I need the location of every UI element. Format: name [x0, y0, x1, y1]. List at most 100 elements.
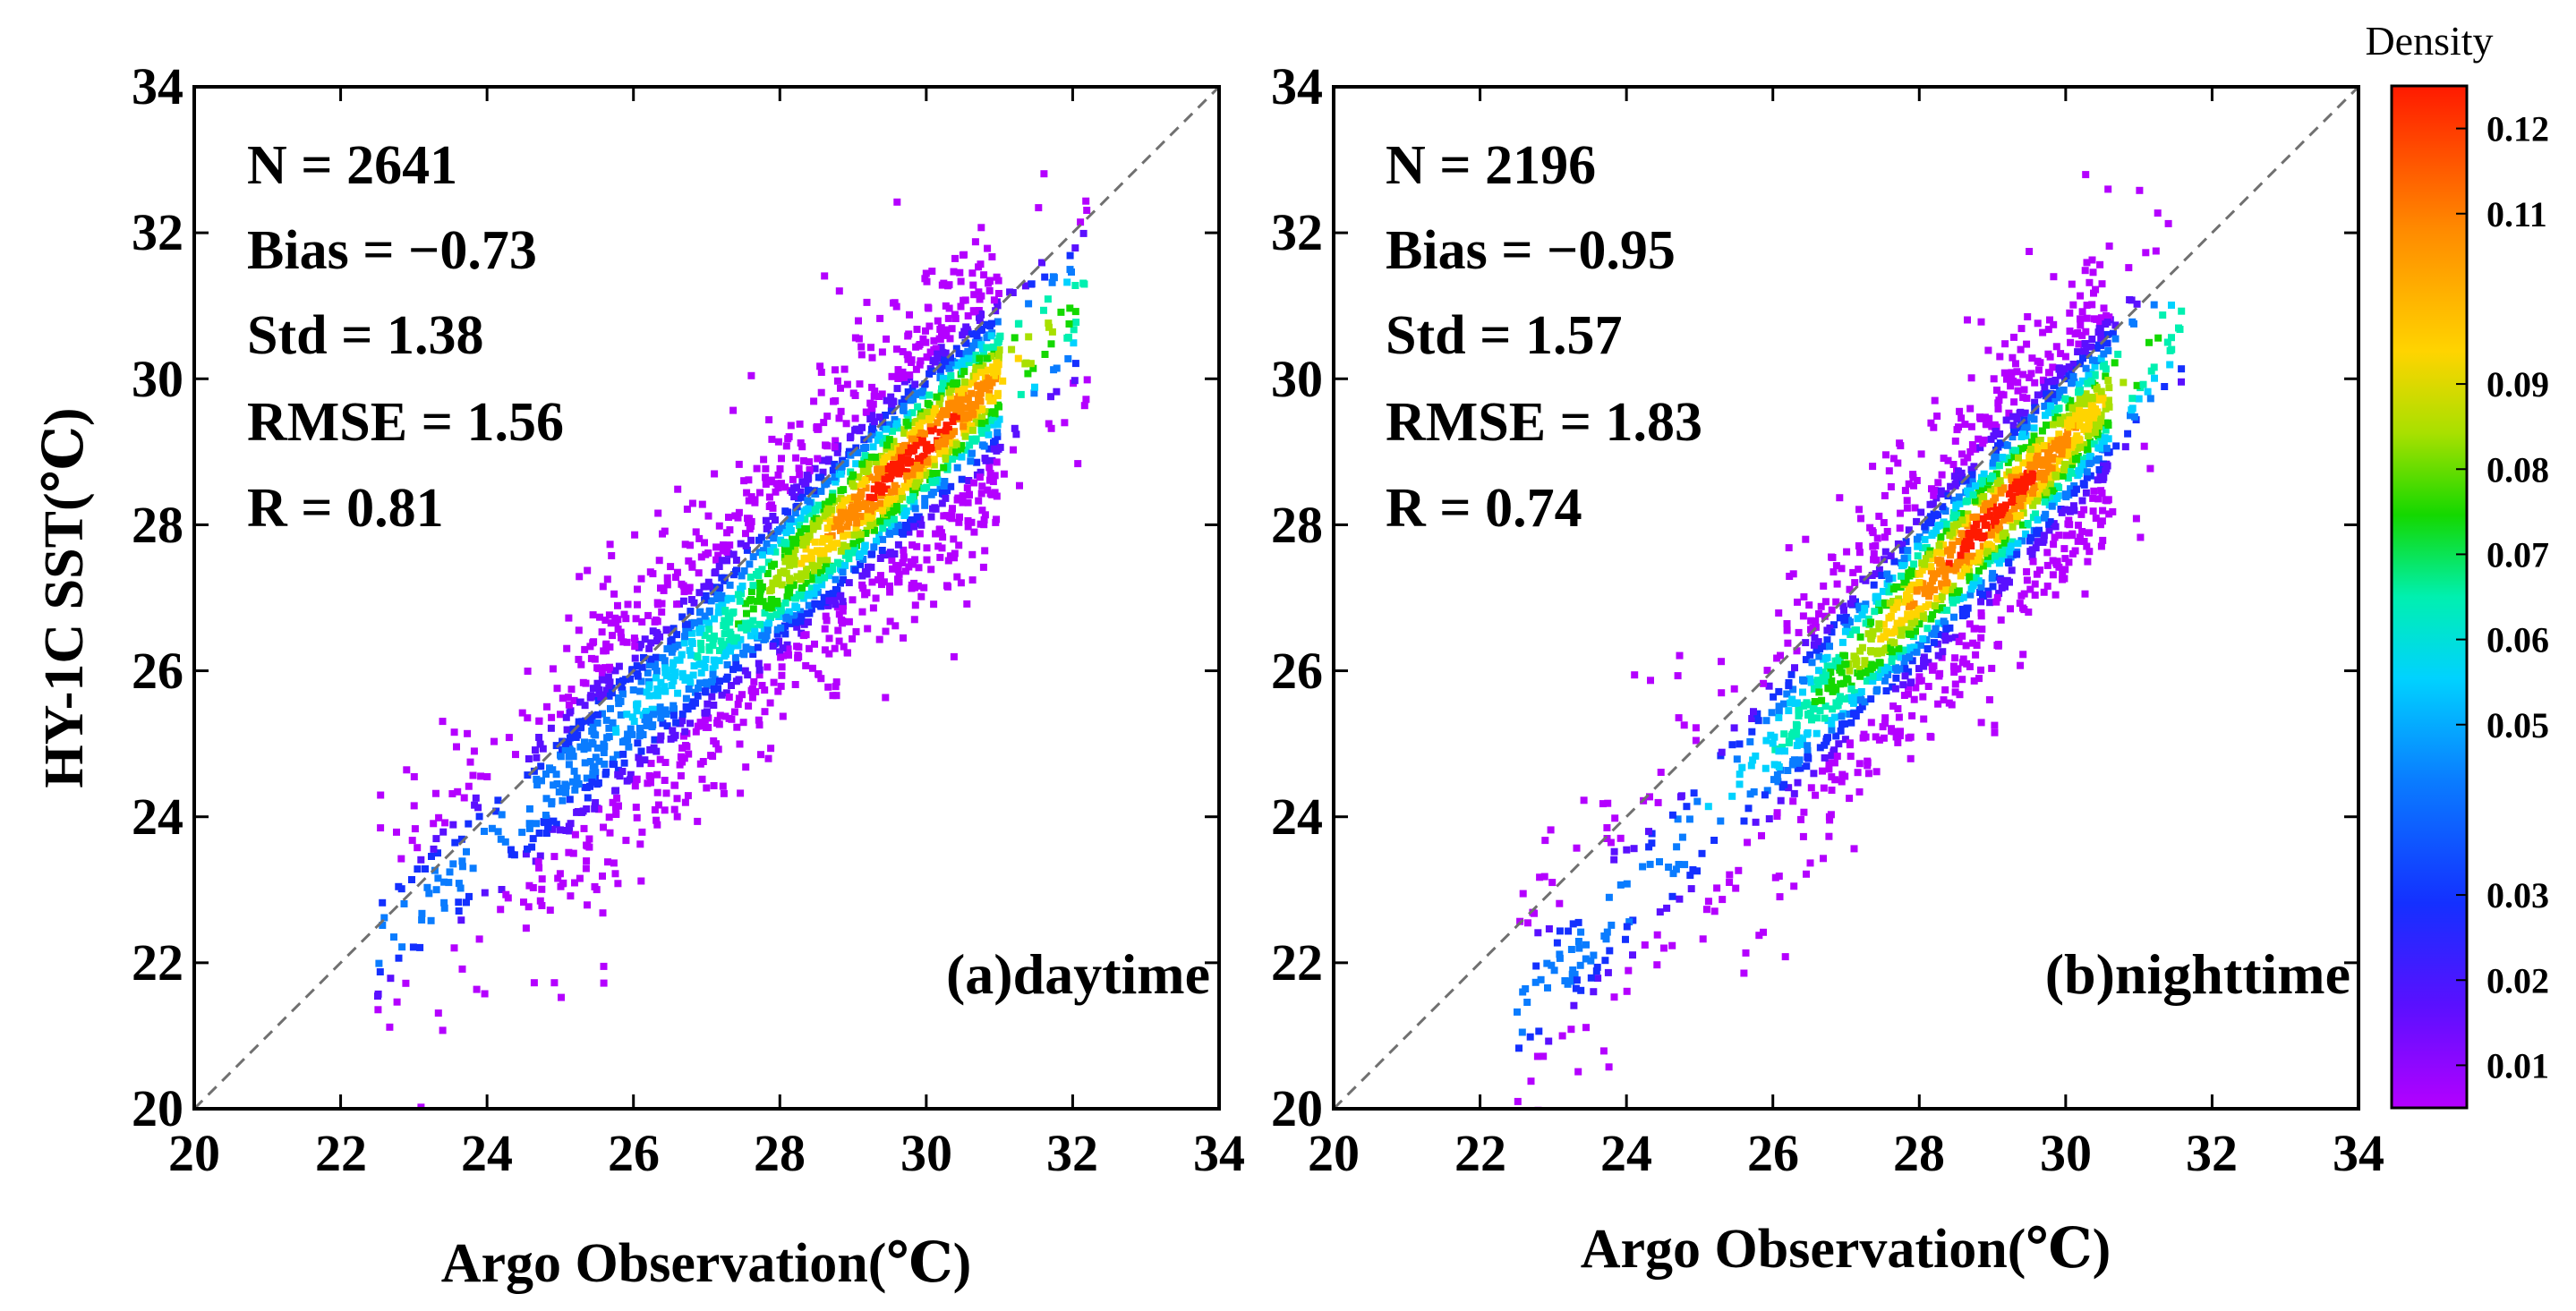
scatter-point	[2050, 273, 2058, 281]
scatter-point	[857, 343, 866, 351]
scatter-point	[614, 601, 621, 609]
scatter-point	[1045, 323, 1053, 331]
scatter-point	[689, 671, 697, 679]
scatter-point	[816, 557, 824, 565]
scatter-point	[549, 825, 557, 833]
scatter-point	[888, 405, 896, 413]
scatter-point	[641, 635, 649, 643]
x-tick-label: 30	[2040, 1124, 2092, 1182]
scatter-point	[670, 711, 678, 719]
scatter-point	[972, 402, 980, 410]
scatter-point	[854, 496, 861, 504]
scatter-point	[554, 874, 562, 882]
scatter-point	[763, 570, 772, 577]
scatter-point	[1913, 648, 1921, 656]
scatter-point	[740, 477, 748, 485]
scatter-point	[840, 532, 848, 541]
scatter-point	[530, 979, 538, 987]
scatter-point	[2063, 447, 2070, 455]
scatter-point	[1861, 698, 1869, 706]
scatter-point	[755, 579, 763, 587]
scatter-point	[2079, 354, 2086, 362]
scatter-point	[2055, 430, 2063, 438]
y-tick-label: 28	[1271, 496, 1323, 554]
scatter-point	[2101, 361, 2108, 369]
scatter-point	[825, 597, 833, 605]
axis-ticks-nighttime	[1332, 85, 2360, 1111]
scatter-point	[1936, 521, 1944, 529]
scatter-point	[982, 456, 990, 464]
scatter-point	[822, 612, 830, 620]
scatter-point	[1837, 680, 1845, 688]
scatter-point	[1890, 558, 1898, 566]
scatter-point	[654, 801, 662, 809]
scatter-point	[1921, 590, 1929, 598]
scatter-point	[1943, 606, 1951, 614]
scatter-point	[1984, 541, 1992, 549]
scatter-point	[2154, 209, 2162, 217]
scatter-point	[1806, 859, 1814, 867]
y-tick-label: 30	[132, 350, 183, 408]
scatter-point	[673, 631, 681, 639]
scatter-point	[935, 525, 943, 533]
scatter-point	[1605, 893, 1613, 901]
scatter-point	[935, 400, 943, 408]
scatter-point	[936, 553, 944, 561]
scatter-point	[1047, 393, 1054, 401]
scatter-point	[986, 470, 994, 477]
scatter-point	[2043, 561, 2051, 569]
scatter-point	[1867, 695, 1875, 703]
scatter-point	[1029, 364, 1037, 372]
scatter-point	[2024, 497, 2032, 505]
x-tick-label: 32	[2186, 1124, 2238, 1182]
scatter-point	[1875, 566, 1883, 574]
scatter-point	[694, 722, 702, 730]
scatter-point	[739, 719, 747, 727]
scatter-point	[2049, 363, 2057, 371]
scatter-point	[2034, 497, 2042, 505]
scatter-point	[1897, 728, 1904, 736]
scatter-point	[2103, 462, 2111, 470]
scatter-point	[685, 750, 693, 758]
y-tick-label: 34	[132, 57, 183, 115]
scatter-point	[1011, 334, 1019, 342]
scatter-point	[900, 374, 908, 381]
scatter-point	[1738, 763, 1746, 771]
scatter-point	[470, 747, 478, 755]
scatter-point	[875, 393, 883, 400]
scatter-point	[746, 560, 754, 568]
scatter-point	[760, 455, 768, 464]
scatter-point	[936, 429, 944, 437]
scatter-point	[598, 676, 606, 684]
scatter-point	[2046, 518, 2054, 526]
scatter-point	[873, 537, 880, 545]
scatter-point	[747, 686, 755, 694]
scatter-point	[1899, 681, 1907, 689]
scatter-point	[680, 639, 688, 647]
scatter-point	[1577, 928, 1585, 936]
scatter-point	[787, 526, 795, 534]
scatter-point	[871, 475, 879, 483]
scatter-point	[899, 493, 906, 501]
scatter-point	[1599, 1047, 1608, 1055]
scatter-point	[1855, 666, 1864, 673]
scatter-point	[1866, 524, 1874, 532]
scatter-point	[928, 268, 936, 276]
scatter-point	[800, 620, 808, 628]
scatter-point	[580, 745, 588, 753]
scatter-point	[608, 552, 616, 559]
scatter-point	[798, 584, 806, 592]
scatter-point	[2150, 363, 2158, 371]
scatter-point	[1996, 477, 2004, 485]
scatter-point	[832, 396, 840, 404]
scatter-point	[1898, 546, 1906, 554]
scatter-point	[883, 445, 891, 453]
scatter-point	[1846, 795, 1854, 803]
scatter-point	[1964, 604, 1972, 612]
scatter-point	[2086, 417, 2094, 424]
scatter-point	[571, 879, 578, 887]
scatter-point	[941, 447, 949, 455]
scatter-point	[2024, 520, 2032, 527]
scatter-point	[2088, 395, 2096, 403]
scatter-point	[1567, 1026, 1575, 1034]
